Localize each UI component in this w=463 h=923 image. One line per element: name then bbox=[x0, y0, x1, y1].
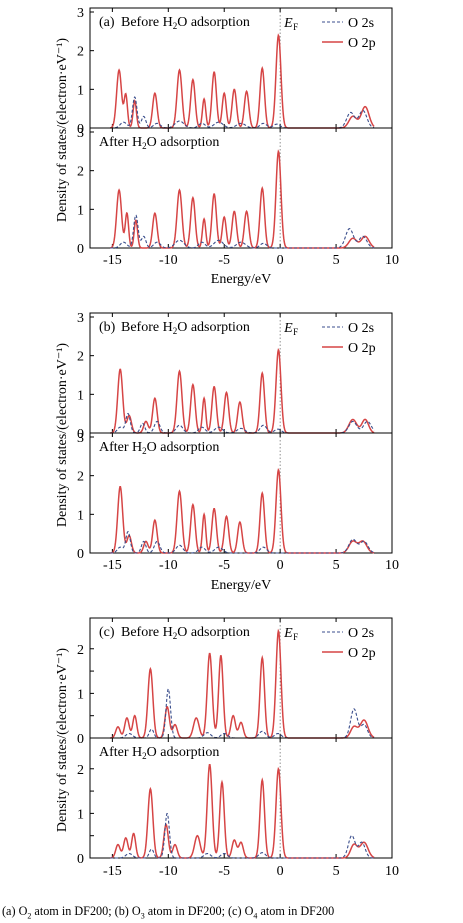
y-tick-label: 0 bbox=[77, 427, 84, 442]
y-tick-label: 2 bbox=[77, 643, 84, 658]
y-tick-label: 3 bbox=[77, 6, 84, 21]
x-tick-label: 10 bbox=[385, 864, 399, 879]
fermi-label: E bbox=[283, 321, 293, 336]
dos-panel-1: 0 1 2 3 (b) Before H2O adsorption E F O 2s O 2p 0 1… bbox=[55, 311, 399, 593]
series-o2p-line bbox=[110, 149, 375, 249]
y-tick-label: 3 bbox=[77, 311, 84, 326]
y-tick-label: 2 bbox=[77, 350, 84, 365]
x-tick-label: 10 bbox=[385, 558, 399, 573]
subplot-title: After H2O adsorption bbox=[99, 440, 219, 456]
x-tick-label: 0 bbox=[277, 558, 284, 573]
legend-label: O 2p bbox=[348, 36, 376, 51]
y-tick-label: 3 bbox=[77, 126, 84, 141]
legend-label: O 2p bbox=[348, 646, 376, 661]
panel-label: (a) bbox=[99, 15, 115, 30]
x-axis-title: Energy/eV bbox=[211, 272, 271, 287]
x-tick-label: -5 bbox=[218, 558, 230, 573]
y-tick-label: 0 bbox=[77, 732, 84, 747]
subplot-0-0: 0 1 2 3 (a) Before H2O adsorption E F O 2s O 2p bbox=[77, 6, 393, 137]
series-o2s-line bbox=[110, 813, 375, 859]
series-o2s-line bbox=[110, 687, 375, 739]
y-tick-label: 3 bbox=[77, 431, 84, 446]
subplot-title: Before H2O adsorption bbox=[121, 15, 250, 31]
fermi-label-sub: F bbox=[293, 22, 298, 32]
x-tick-label: 5 bbox=[333, 864, 340, 879]
plot-frame bbox=[89, 127, 393, 249]
subplot-title: After H2O adsorption bbox=[99, 135, 219, 151]
series-o2p-line bbox=[110, 763, 375, 859]
subplot-0-1: 0 1 2 3 After H2O adsorption bbox=[77, 126, 393, 257]
y-tick-label: 2 bbox=[77, 763, 84, 778]
x-tick-label: 5 bbox=[333, 558, 340, 573]
y-axis-title: Density of states/(electron·eV⁻¹) bbox=[55, 343, 70, 528]
dos-panel-0: 0 1 2 3 (a) Before H2O adsorption E F O 2s O 2p 0 1… bbox=[55, 6, 399, 287]
y-tick-label: 1 bbox=[77, 687, 84, 702]
y-tick-label: 0 bbox=[77, 547, 84, 562]
fermi-label-sub: F bbox=[293, 327, 298, 337]
plot-frame bbox=[89, 737, 393, 859]
y-tick-label: 0 bbox=[77, 122, 84, 137]
x-tick-label: -15 bbox=[103, 864, 122, 879]
legend-label: O 2s bbox=[348, 321, 374, 336]
x-axis-title: Energy/eV bbox=[211, 578, 271, 593]
subplot-title: Before H2O adsorption bbox=[121, 320, 250, 336]
legend-label: O 2p bbox=[348, 341, 376, 356]
x-tick-label: -5 bbox=[218, 864, 230, 879]
x-tick-label: 0 bbox=[277, 253, 284, 268]
x-tick-label: -10 bbox=[159, 864, 178, 879]
fermi-label-sub: F bbox=[293, 632, 298, 642]
subplot-2-0: 0 1 2 (c) Before H2O adsorption E F O 2s O 2p bbox=[77, 617, 393, 747]
x-tick-label: -5 bbox=[218, 253, 230, 268]
subplot-1-1: 0 1 2 3 After H2O adsorption bbox=[77, 431, 393, 562]
y-axis-title: Density of states/(electron·eV⁻¹) bbox=[55, 38, 70, 223]
series-o2s-line bbox=[110, 530, 375, 554]
subplot-title: After H2O adsorption bbox=[99, 745, 219, 761]
dos-panel-2: 0 1 2 (c) Before H2O adsorption E F O 2s O 2p 0 1 2… bbox=[55, 617, 399, 879]
x-tick-label: -15 bbox=[103, 558, 122, 573]
panel-label: (b) bbox=[99, 320, 116, 335]
y-tick-label: 1 bbox=[77, 203, 84, 218]
series-o2p-line bbox=[110, 468, 375, 554]
y-tick-label: 1 bbox=[77, 807, 84, 822]
legend-label: O 2s bbox=[348, 16, 374, 31]
x-tick-label: -10 bbox=[159, 253, 178, 268]
x-tick-label: -10 bbox=[159, 558, 178, 573]
y-tick-label: 1 bbox=[77, 508, 84, 523]
x-tick-label: 5 bbox=[333, 253, 340, 268]
y-axis-title: Density of states/(electron·eV⁻¹) bbox=[55, 648, 70, 833]
series-o2p-line bbox=[110, 348, 375, 434]
y-tick-label: 2 bbox=[77, 470, 84, 485]
figure-caption: (a) O2 atom in DF200; (b) O3 atom in DF2… bbox=[2, 904, 335, 921]
x-tick-label: -15 bbox=[103, 253, 122, 268]
x-tick-label: 0 bbox=[277, 864, 284, 879]
fermi-label: E bbox=[283, 626, 293, 641]
x-tick-label: 10 bbox=[385, 253, 399, 268]
series-o2s-line bbox=[110, 412, 375, 434]
legend-label: O 2s bbox=[348, 626, 374, 641]
panel-label: (c) bbox=[99, 625, 115, 640]
fermi-label: E bbox=[283, 16, 293, 31]
subplot-title: Before H2O adsorption bbox=[121, 625, 250, 641]
series-o2p-line bbox=[110, 628, 375, 739]
y-tick-label: 0 bbox=[77, 242, 84, 257]
y-tick-label: 2 bbox=[77, 165, 84, 180]
subplot-1-0: 0 1 2 3 (b) Before H2O adsorption E F O 2s O 2p bbox=[77, 311, 393, 442]
y-tick-label: 1 bbox=[77, 83, 84, 98]
series-o2p-line bbox=[110, 33, 375, 129]
y-tick-label: 0 bbox=[77, 852, 84, 867]
y-tick-label: 1 bbox=[77, 388, 84, 403]
y-tick-label: 2 bbox=[77, 45, 84, 60]
subplot-2-1: 0 1 2 After H2O adsorption bbox=[77, 737, 393, 867]
series-o2s-line bbox=[110, 214, 375, 249]
